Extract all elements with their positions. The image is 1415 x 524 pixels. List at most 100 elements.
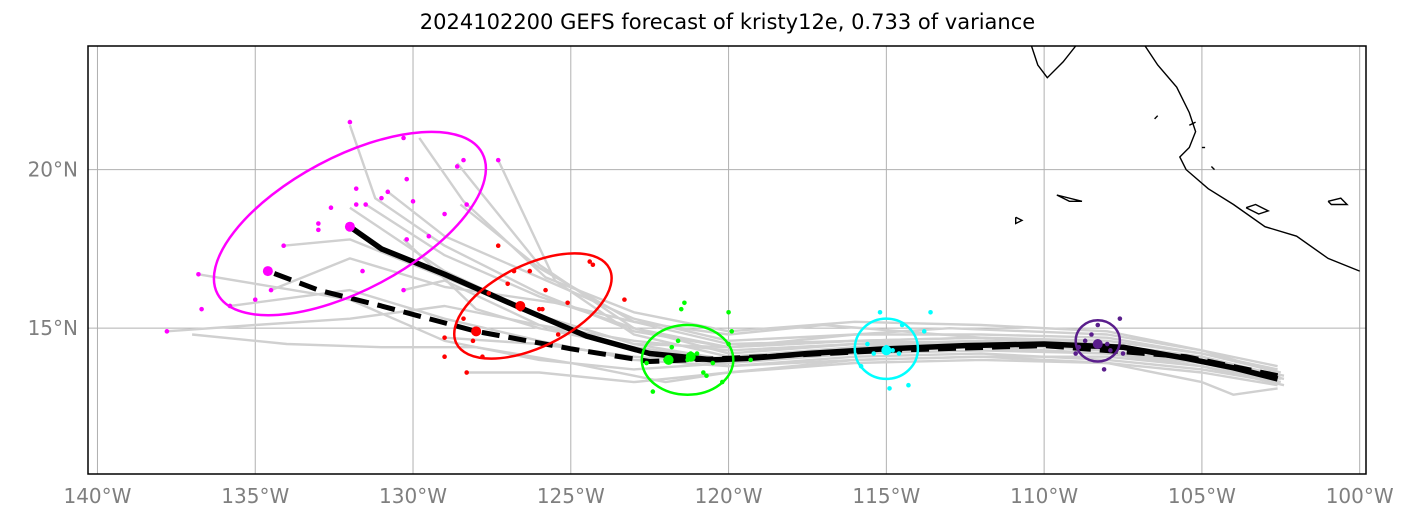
member-point — [701, 370, 706, 375]
axis-tick-labels: 140°W 135°W 130°W 125°W 120°W 115°W 110°W 105°W… — [28, 158, 1394, 508]
member-point — [644, 360, 649, 366]
lon-tick-label: 140°W — [63, 484, 131, 508]
member-point — [454, 164, 460, 169]
member-point — [495, 157, 501, 163]
member-point — [281, 243, 286, 249]
member-point — [461, 157, 466, 163]
uncertainty-ellipses — [212, 130, 1122, 396]
member-point — [464, 370, 469, 375]
ensemble-track — [191, 333, 1278, 387]
coastline — [1030, 46, 1077, 79]
uncertainty-ellipse — [640, 323, 735, 396]
ensemble-track — [418, 137, 1278, 368]
member-point — [675, 338, 681, 344]
member-point — [669, 344, 675, 350]
member-point — [887, 386, 892, 391]
member-point — [404, 176, 410, 182]
member-point — [196, 271, 201, 277]
member-point — [379, 195, 384, 201]
member-point — [363, 202, 368, 207]
uncertainty-ellipse — [453, 252, 613, 360]
member-point — [622, 297, 627, 302]
lon-tick-label: 110°W — [1010, 484, 1078, 508]
member-point — [1101, 367, 1107, 372]
member-point — [1104, 341, 1110, 347]
lon-tick-label: 115°W — [852, 484, 920, 508]
member-point — [461, 316, 466, 321]
coastline — [1245, 203, 1271, 215]
coastline — [1015, 216, 1024, 225]
member-point — [650, 389, 656, 394]
member-point — [401, 135, 406, 141]
member-point — [442, 354, 447, 359]
member-point — [590, 262, 596, 268]
member-point — [316, 227, 321, 233]
member-point — [1120, 351, 1126, 356]
member-point — [896, 351, 902, 356]
mean-position-marker — [471, 326, 482, 337]
member-point — [347, 119, 353, 125]
lat-tick-label: 15°N — [28, 316, 78, 340]
member-point — [899, 322, 905, 328]
lat-tick-label: 20°N — [28, 158, 78, 182]
lon-tick-label: 130°W — [379, 484, 447, 508]
mean-tracks — [267, 224, 1279, 382]
chart-title: 2024102200 GEFS forecast of kristy12e, 0… — [419, 10, 1036, 34]
member-point — [1108, 348, 1113, 353]
mean-position-marker — [881, 345, 892, 356]
member-point — [442, 211, 447, 217]
member-point — [164, 329, 170, 334]
member-point — [694, 351, 700, 356]
uncertainty-ellipse — [212, 130, 488, 317]
member-point — [410, 199, 416, 204]
member-point — [268, 287, 274, 293]
member-point — [426, 233, 432, 239]
member-points — [164, 119, 1126, 394]
lon-tick-label: 105°W — [1168, 484, 1236, 508]
member-point — [704, 373, 709, 379]
member-point — [871, 351, 877, 356]
mean-position-marker — [663, 354, 674, 365]
mean-track — [348, 224, 1279, 382]
member-point — [921, 329, 927, 334]
member-point — [470, 338, 476, 344]
mean-track-dashed — [267, 268, 1279, 379]
ensemble-track — [403, 279, 1278, 384]
member-point — [726, 310, 731, 315]
mean-position-marker — [344, 221, 355, 232]
member-point — [316, 221, 321, 226]
mean-position-marker — [1092, 339, 1103, 350]
member-point — [748, 357, 753, 363]
coastlines — [1015, 46, 1360, 272]
plot-frame — [87, 45, 1367, 475]
member-point — [877, 310, 883, 315]
member-point — [729, 329, 735, 334]
plot-background — [88, 46, 1366, 474]
member-point — [1076, 344, 1082, 350]
member-point — [890, 348, 895, 353]
member-point — [1082, 338, 1088, 344]
member-point — [906, 382, 911, 388]
uncertainty-ellipse — [853, 317, 920, 381]
member-point — [442, 335, 447, 340]
member-point — [404, 237, 410, 242]
mean-position-marker — [262, 266, 273, 277]
member-point — [865, 341, 870, 347]
member-point — [719, 379, 725, 385]
coastline — [1210, 166, 1215, 171]
member-point — [710, 360, 716, 366]
uncertainty-ellipse — [1074, 318, 1122, 363]
member-point — [682, 300, 687, 306]
member-point — [252, 297, 258, 302]
member-point — [328, 205, 334, 210]
member-point — [1089, 332, 1094, 337]
member-point — [511, 268, 517, 274]
coastline — [1188, 121, 1196, 126]
member-point — [480, 354, 485, 359]
member-point — [401, 287, 406, 293]
member-point — [726, 341, 731, 347]
member-point — [1073, 351, 1078, 356]
member-point — [565, 300, 570, 306]
member-point — [353, 202, 359, 207]
